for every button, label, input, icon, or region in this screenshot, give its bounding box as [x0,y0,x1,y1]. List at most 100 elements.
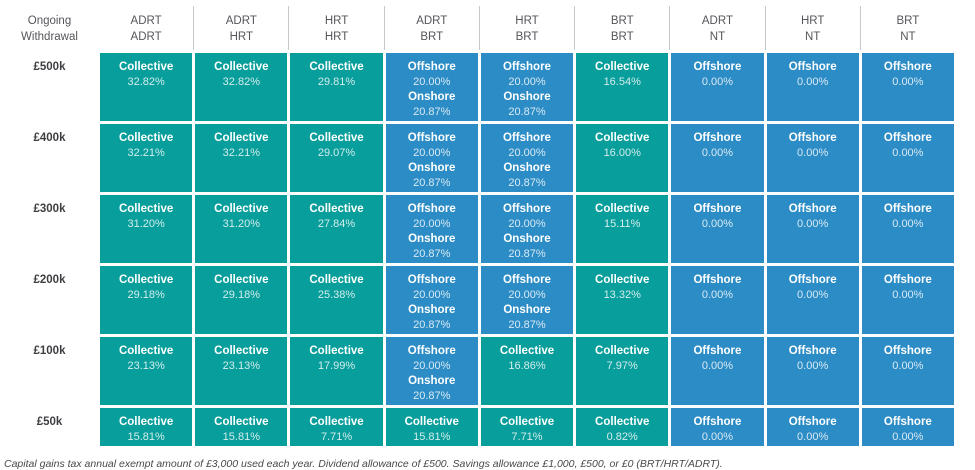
cell-rate-value: 0.00% [701,431,734,443]
column-header-text: BRT [420,31,444,43]
cell-product-label: Offshore [693,274,742,286]
corner-header-line1: Ongoing [27,15,72,27]
row-label: £200k [33,274,66,286]
cell-rate-value: 0.00% [892,360,924,372]
cell-product-label: Offshore [407,345,456,357]
cell-product-label: Collective [595,416,650,428]
cell-product-label: Collective [309,203,364,215]
table-cell: Offshore 0.00% [861,337,954,405]
cell-rate-value: 20.87% [413,248,451,260]
cell-rate-value: 25.38% [317,289,356,301]
cell-product-label: Offshore [407,203,456,215]
column-header-text: ADRT [416,15,448,27]
table-cell: Collective 32.21% [100,124,193,192]
table-cell: Collective 27.84% [290,195,383,263]
footnote: Capital gains tax annual exempt amount o… [4,458,723,470]
table-cell: Collective 15.11% [576,195,669,263]
cell-product-label: Collective [214,345,269,357]
cell-product-label: Offshore [693,203,742,215]
cell-rate-value: 29.18% [127,289,165,301]
column-header-hrt-hrt: HRT HRT [288,4,382,50]
corner-header: Ongoing Withdrawal [2,4,97,50]
cell-rate-value: 16.86% [508,360,546,372]
cell-rate-value: 0.00% [797,218,829,230]
cell-product-label: Collective [118,345,174,357]
table-cell: Collective 31.20% [195,195,288,263]
cell-rate-value: 20.00% [508,76,546,88]
table-cell: Offshore 20.00% Onshore 20.87% [385,337,478,405]
cell-product-label: Offshore [407,61,456,73]
table-cell: Collective 16.54% [576,53,669,121]
cell-product-label: Offshore [693,132,742,144]
cell-rate-value: 20.00% [508,289,546,301]
row-label: £100k [33,345,66,357]
cell-product-label: Collective [595,132,650,144]
cell-rate-value: 29.18% [222,289,260,301]
cell-product-label: Collective [118,416,174,428]
column-header-text: BRT [515,31,539,43]
cell-product-label: Collective [118,132,174,144]
column-header-text: HRT [229,31,254,43]
row-label: £50k [36,416,63,428]
cell-rate-value: 15.81% [413,431,451,443]
cell-product-label: Collective [309,416,364,428]
cell-product-label: Collective [595,345,650,357]
cell-rate-value: 16.00% [603,147,641,159]
table-cell: Offshore 0.00% [671,408,764,446]
cell-product-label: Collective [118,61,174,73]
cell-product-label: Offshore [788,132,837,144]
table-cell: Collective 32.21% [195,124,288,192]
cell-rate-value: 0.00% [797,431,829,443]
table-cell: Offshore 0.00% [766,124,859,192]
cell-product-label: Collective [214,203,269,215]
cell-product-label: Onshore [408,375,456,387]
cell-rate-value: 0.00% [701,289,734,301]
column-header-text: NT [709,31,726,43]
cell-rate-value: 32.21% [222,147,260,159]
cell-rate-value: 7.71% [511,431,543,443]
cell-product-label: Collective [118,274,174,286]
cell-rate-value: 0.00% [797,360,829,372]
table-cell: Collective 17.99% [290,337,383,405]
cell-rate-value: 32.82% [127,76,165,88]
cell-product-label: Onshore [408,304,456,316]
table-cell: Collective 7.97% [576,337,669,405]
table-cell: Collective 29.18% [100,266,193,334]
table-cell: Offshore 0.00% [766,266,859,334]
cell-product-label: Collective [309,132,364,144]
cell-rate-value: 20.00% [413,289,451,301]
cell-rate-value: 15.81% [127,431,165,443]
column-header-adrt-brt: ADRT BRT [383,4,478,50]
cell-product-label: Onshore [408,162,456,174]
cell-product-label: Offshore [503,274,551,286]
row-label: £300k [33,203,66,215]
cell-rate-value: 0.00% [701,76,734,88]
cell-product-label: Onshore [503,162,551,174]
cell-rate-value: 20.87% [413,177,451,189]
cell-product-label: Offshore [788,274,837,286]
cell-product-label: Collective [214,274,269,286]
cell-rate-value: 0.00% [797,76,829,88]
cell-product-label: Collective [499,416,555,428]
table-cell: Collective 0.82% [576,408,669,446]
cell-rate-value: 20.00% [413,360,451,372]
table-cell: Collective 16.00% [576,124,669,192]
column-header-adrt-nt: ADRT NT [669,4,763,50]
cell-product-label: Offshore [693,61,742,73]
row-label: £400k [33,132,66,144]
cell-product-label: Offshore [788,61,837,73]
table-cell: Collective 29.81% [290,53,383,121]
column-header-text: BRT [610,31,634,43]
cell-rate-value: 29.81% [317,76,356,88]
column-header-adrt-adrt: ADRT ADRT [100,4,192,50]
cell-rate-value: 20.87% [508,177,546,189]
cell-rate-value: 20.87% [413,390,451,402]
table-cell: Offshore 20.00% Onshore 20.87% [385,266,478,334]
column-header-text: HRT [515,15,539,27]
cell-rate-value: 27.84% [317,218,356,230]
cell-product-label: Collective [404,416,459,428]
cell-product-label: Collective [214,132,269,144]
column-header-hrt-nt: HRT NT [764,4,859,50]
table-cell: Offshore 0.00% [766,195,859,263]
